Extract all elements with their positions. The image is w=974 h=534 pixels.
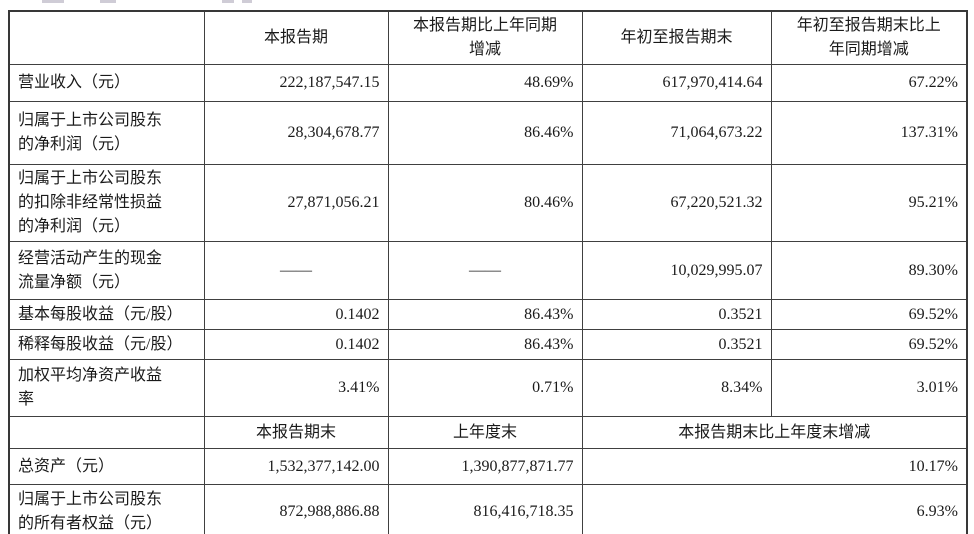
row-label: 基本每股收益（元/股） [8,299,205,330]
row-label: 归属于上市公司股东 的扣除非经常性损益 的净利润（元） [8,164,205,242]
header-cell-ytd-yoy-change: 年初至报告期末比上 年同期增减 [770,10,968,65]
cell-value-na: —— [203,241,389,300]
row-label: 经营活动产生的现金 流量净额（元） [8,241,205,300]
row-label: 加权平均净资产收益 率 [8,359,205,417]
header-cell-prior-year-end: 上年度末 [387,416,583,449]
header-cell-yoy-change: 本报告期比上年同期 增减 [387,10,583,65]
cell-value-na: —— [387,241,583,300]
cell-value: 48.69% [387,64,583,102]
cell-value: 8.34% [581,359,772,417]
cell-value: 10.17% [581,448,968,485]
cell-value: 86.46% [387,101,583,165]
cropped-text-remnant [242,0,252,3]
cell-value: 80.46% [387,164,583,242]
cell-value: 69.52% [770,329,968,360]
row-label: 归属于上市公司股东 的净利润（元） [8,101,205,165]
cell-value: 222,187,547.15 [203,64,389,102]
table-row-revenue: 营业收入（元） 222,187,547.15 48.69% 617,970,41… [8,64,968,102]
cell-value: 3.01% [770,359,968,417]
header-row-period: 本报告期 本报告期比上年同期 增减 年初至报告期末 年初至报告期末比上 年同期增… [8,10,968,65]
cell-value: 0.1402 [203,299,389,330]
row-label: 归属于上市公司股东 的所有者权益（元） [8,484,205,534]
header-cell-blank [8,416,205,449]
cell-value: 71,064,673.22 [581,101,772,165]
row-label: 总资产（元） [8,448,205,485]
cell-value: 0.1402 [203,329,389,360]
header-cell-ytd: 年初至报告期末 [581,10,772,65]
cell-value: 0.3521 [581,329,772,360]
cell-value: 28,304,678.77 [203,101,389,165]
cell-value: 0.71% [387,359,583,417]
cell-value: 617,970,414.64 [581,64,772,102]
header-cell-period-end-change: 本报告期末比上年度末增减 [581,416,968,449]
table-row-net-profit-excl-nonrecurring: 归属于上市公司股东 的扣除非经常性损益 的净利润（元） 27,871,056.2… [8,164,968,242]
table-row-diluted-eps: 稀释每股收益（元/股） 0.1402 86.43% 0.3521 69.52% [8,329,968,360]
cell-value: 816,416,718.35 [387,484,583,534]
table-row-total-assets: 总资产（元） 1,532,377,142.00 1,390,877,871.77… [8,448,968,485]
cropped-text-remnant [100,0,116,3]
row-label: 稀释每股收益（元/股） [8,329,205,360]
header-cell-period-end: 本报告期末 [203,416,389,449]
cell-value: 1,532,377,142.00 [203,448,389,485]
table-row-owners-equity: 归属于上市公司股东 的所有者权益（元） 872,988,886.88 816,4… [8,484,968,534]
cropped-text-remnant [222,0,234,3]
cell-value: 137.31% [770,101,968,165]
cell-value: 27,871,056.21 [203,164,389,242]
cell-value: 3.41% [203,359,389,417]
header-row-period-end: 本报告期末 上年度末 本报告期末比上年度末增减 [8,416,968,449]
table-row-weighted-avg-roe: 加权平均净资产收益 率 3.41% 0.71% 8.34% 3.01% [8,359,968,417]
cell-value: 86.43% [387,299,583,330]
cell-value: 10,029,995.07 [581,241,772,300]
cell-value: 86.43% [387,329,583,360]
cell-value: 6.93% [581,484,968,534]
financial-summary-table: 本报告期 本报告期比上年同期 增减 年初至报告期末 年初至报告期末比上 年同期增… [8,10,968,534]
cell-value: 67,220,521.32 [581,164,772,242]
header-cell-current-period: 本报告期 [203,10,389,65]
cell-value: 872,988,886.88 [203,484,389,534]
table-row-basic-eps: 基本每股收益（元/股） 0.1402 86.43% 0.3521 69.52% [8,299,968,330]
cell-value: 0.3521 [581,299,772,330]
cell-value: 89.30% [770,241,968,300]
header-cell-blank [8,10,205,65]
cell-value: 1,390,877,871.77 [387,448,583,485]
table-row-operating-cash-flow: 经营活动产生的现金 流量净额（元） —— —— 10,029,995.07 89… [8,241,968,300]
row-label: 营业收入（元） [8,64,205,102]
cell-value: 95.21% [770,164,968,242]
cell-value: 69.52% [770,299,968,330]
table-row-net-profit: 归属于上市公司股东 的净利润（元） 28,304,678.77 86.46% 7… [8,101,968,165]
cell-value: 67.22% [770,64,968,102]
cropped-text-remnant [42,0,64,3]
